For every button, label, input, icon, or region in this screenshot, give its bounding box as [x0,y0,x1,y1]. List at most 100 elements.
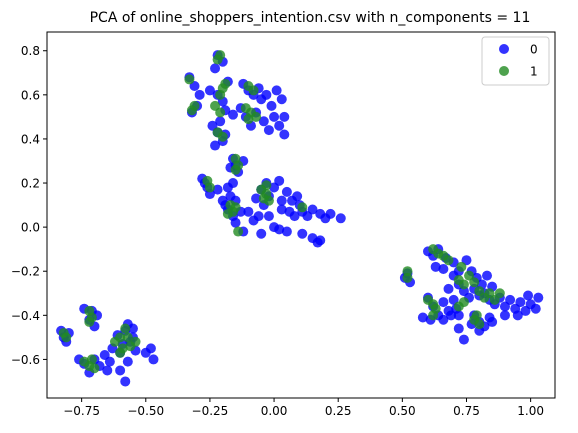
y-tick-label: 0.8 [21,44,40,58]
y-tick-label: −0.6 [11,353,40,367]
scatter-point-series-0 [438,297,449,308]
scatter-point-series-0 [279,111,290,122]
scatter-point-series-0 [228,178,239,189]
scatter-point-series-1 [204,182,215,193]
scatter-point-series-1 [458,279,469,290]
x-tick-label: −0.50 [127,404,164,418]
scatter-point-series-1 [217,131,228,142]
scatter-point-series-0 [115,365,126,376]
x-tick-label: 1.00 [517,404,544,418]
scatter-points [56,50,544,387]
scatter-point-series-0 [210,140,221,151]
scatter-point-series-0 [482,270,493,281]
scatter-point-series-0 [266,100,277,111]
scatter-point-series-0 [263,125,274,136]
scatter-point-series-0 [515,297,526,308]
scatter-point-series-1 [84,316,95,327]
scatter-point-series-1 [471,310,482,321]
x-tick-label: 0.50 [389,404,416,418]
scatter-point-series-0 [438,314,449,325]
scatter-point-series-0 [274,175,285,186]
chart-title: PCA of online_shoppers_intention.csv wit… [90,10,531,26]
scatter-point-series-0 [533,292,544,303]
legend-marker-0 [499,44,509,54]
scatter-point-series-0 [279,129,290,140]
scatter-point-series-1 [251,111,262,122]
y-axis: −0.6 −0.4 −0.2 0.0 0.2 0.4 0.6 0.8 [11,44,47,367]
scatter-point-series-1 [261,180,272,191]
scatter-point-series-1 [230,202,241,213]
x-tick-label: −0.75 [63,404,100,418]
plot-area: −0.75 −0.50 −0.25 0.00 0.25 0.50 0.75 1.00 −0.6… [11,31,556,418]
scatter-point-series-1 [402,272,413,283]
scatter-point-series-0 [243,206,254,217]
scatter-point-series-0 [438,264,449,275]
scatter-point-series-0 [281,226,292,237]
scatter-point-series-0 [148,354,159,365]
scatter-point-series-0 [512,310,523,321]
legend-marker-1 [499,66,509,76]
x-tick-label: −0.25 [192,404,229,418]
scatter-point-series-1 [428,310,439,321]
scatter-point-series-0 [204,85,215,96]
scatter-point-series-1 [297,202,308,213]
scatter-point-series-0 [292,191,303,202]
scatter-point-series-1 [212,54,223,65]
scatter-point-series-1 [233,226,244,237]
scatter-point-series-1 [215,89,226,100]
scatter-point-series-0 [210,63,221,74]
scatter-point-series-1 [215,107,226,118]
scatter-point-series-0 [523,290,534,301]
scatter-point-series-0 [281,186,292,197]
scatter-point-series-0 [271,85,282,96]
scatter-point-series-0 [212,184,223,195]
scatter-point-series-0 [487,316,498,327]
scatter-point-series-1 [243,114,254,125]
scatter-point-series-0 [307,204,318,215]
scatter-point-series-1 [443,255,454,266]
scatter-point-series-0 [104,356,115,367]
scatter-point-series-1 [456,261,467,272]
scatter-point-series-0 [256,228,267,239]
scatter-point-series-1 [230,164,241,175]
legend-label-0: 0 [530,43,538,57]
scatter-point-series-1 [115,347,126,358]
scatter-point-series-0 [145,343,156,354]
y-tick-label: 0.0 [21,221,40,235]
scatter-point-series-0 [230,217,241,228]
x-tick-label: 0.75 [453,404,480,418]
scatter-point-series-0 [276,195,287,206]
scatter-point-series-0 [253,211,264,222]
scatter-point-series-1 [122,332,133,343]
scatter-point-series-0 [446,310,457,321]
scatter-point-series-1 [186,105,197,116]
scatter-point-series-0 [505,294,516,305]
scatter-point-series-0 [194,89,205,100]
legend: 01 [481,36,550,86]
scatter-point-series-0 [274,120,285,131]
y-tick-label: 0.6 [21,88,40,102]
legend-label-1: 1 [530,65,538,79]
scatter-point-series-0 [269,111,280,122]
x-axis: −0.75 −0.50 −0.25 0.00 0.25 0.50 0.75 1.00 [63,398,544,418]
scatter-point-series-1 [222,208,233,219]
scatter-point-series-0 [430,261,441,272]
scatter-point-series-0 [127,323,138,334]
x-tick-label: 0.25 [325,404,352,418]
scatter-point-series-0 [276,94,287,105]
scatter-point-series-1 [61,332,72,343]
scatter-point-series-0 [530,303,541,314]
scatter-point-series-1 [184,74,195,85]
scatter-point-series-0 [335,213,346,224]
y-tick-label: −0.2 [11,265,40,279]
scatter-point-series-1 [469,277,480,288]
scatter-point-series-0 [258,116,269,127]
scatter-point-series-0 [499,310,510,321]
x-tick-label: 0.00 [261,404,288,418]
scatter-point-series-0 [261,89,272,100]
scatter-point-series-1 [89,363,100,374]
scatter-point-series-0 [453,323,464,334]
scatter-point-series-0 [251,193,262,204]
scatter-point-series-0 [315,235,326,246]
